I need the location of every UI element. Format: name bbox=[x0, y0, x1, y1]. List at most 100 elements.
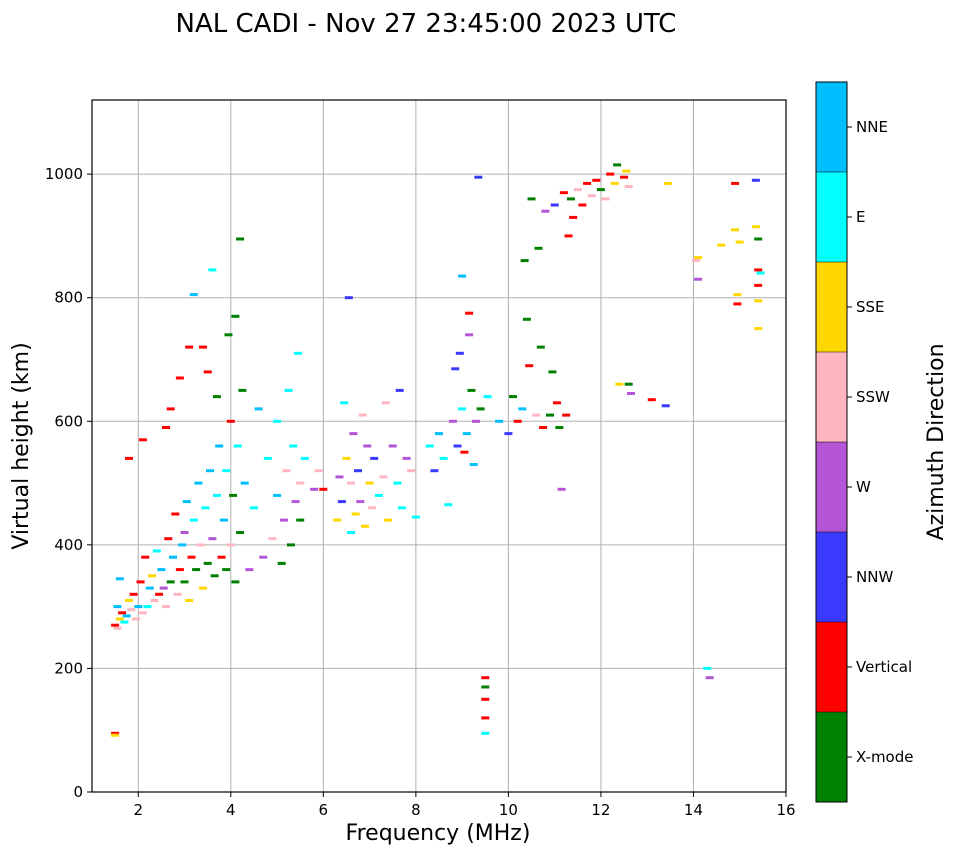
data-point bbox=[134, 605, 143, 609]
data-point bbox=[395, 388, 404, 392]
colorbar-tick-label: NNE bbox=[856, 118, 888, 136]
x-axis-label: Frequency (MHz) bbox=[346, 821, 531, 846]
data-point bbox=[143, 605, 152, 609]
data-point bbox=[587, 194, 596, 198]
colorbar: X-mode Vertical NNW W SSW SSE E NNE bbox=[815, 81, 913, 803]
data-point bbox=[233, 444, 242, 448]
data-point bbox=[557, 487, 566, 491]
data-point bbox=[314, 469, 323, 473]
data-point bbox=[196, 543, 205, 547]
data-point bbox=[351, 512, 360, 516]
data-point bbox=[754, 327, 763, 331]
data-point bbox=[115, 617, 124, 621]
data-point bbox=[541, 209, 550, 213]
data-point bbox=[731, 228, 740, 232]
colorbar-segment bbox=[816, 712, 847, 802]
data-point bbox=[166, 580, 175, 584]
data-point bbox=[182, 500, 191, 504]
data-point bbox=[111, 731, 120, 735]
data-point bbox=[481, 731, 490, 735]
data-point bbox=[129, 592, 138, 596]
data-point bbox=[573, 188, 582, 192]
colorbar-segment bbox=[816, 622, 847, 712]
x-tick-label: 4 bbox=[226, 801, 236, 819]
data-point bbox=[132, 617, 140, 621]
data-point bbox=[226, 419, 235, 423]
data-point bbox=[425, 444, 434, 448]
x-tick-label: 10 bbox=[499, 801, 518, 819]
data-point bbox=[277, 561, 286, 565]
data-point bbox=[562, 413, 571, 417]
data-point bbox=[282, 469, 291, 473]
data-point bbox=[566, 197, 575, 201]
colorbar-segment bbox=[816, 442, 847, 532]
data-point bbox=[553, 401, 561, 405]
data-point bbox=[407, 469, 416, 473]
data-point bbox=[735, 240, 744, 244]
data-point bbox=[231, 580, 240, 584]
data-point bbox=[550, 203, 559, 207]
data-point bbox=[113, 605, 122, 609]
data-point bbox=[349, 432, 358, 436]
data-point bbox=[733, 293, 742, 297]
data-point bbox=[379, 475, 388, 479]
data-point bbox=[469, 463, 478, 466]
data-point bbox=[754, 237, 763, 241]
data-point bbox=[509, 395, 517, 399]
data-point bbox=[548, 370, 557, 374]
data-point bbox=[592, 178, 601, 182]
data-point bbox=[284, 388, 293, 392]
data-point bbox=[532, 413, 541, 417]
data-point bbox=[398, 506, 406, 510]
data-point bbox=[224, 333, 233, 337]
data-point bbox=[361, 524, 369, 528]
data-point bbox=[273, 419, 282, 423]
data-point bbox=[481, 716, 490, 720]
data-point bbox=[293, 351, 302, 355]
data-point bbox=[208, 268, 217, 272]
data-point bbox=[206, 469, 214, 473]
data-point bbox=[539, 426, 548, 429]
colorbar-tick-label: W bbox=[856, 478, 871, 496]
colorbar-frame bbox=[815, 81, 848, 803]
y-tick-label: 0 bbox=[73, 783, 83, 801]
colorbar-segment bbox=[816, 82, 847, 172]
data-point bbox=[344, 296, 353, 300]
data-point bbox=[520, 259, 529, 263]
data-point bbox=[263, 456, 272, 460]
data-point bbox=[342, 456, 351, 460]
data-point bbox=[564, 234, 573, 238]
colorbar-tick-label: SSW bbox=[856, 388, 890, 406]
data-point bbox=[754, 283, 763, 287]
data-point bbox=[222, 568, 231, 572]
data-point bbox=[189, 293, 198, 297]
data-point bbox=[169, 555, 177, 559]
data-point bbox=[347, 531, 356, 534]
data-point bbox=[356, 500, 365, 504]
data-point bbox=[569, 215, 578, 219]
data-point bbox=[111, 623, 120, 627]
data-point bbox=[615, 382, 624, 386]
data-point bbox=[333, 518, 342, 522]
data-point bbox=[583, 181, 592, 185]
data-point bbox=[180, 580, 189, 584]
data-point bbox=[546, 413, 554, 417]
x-tick-label: 12 bbox=[591, 801, 610, 819]
data-point bbox=[534, 246, 543, 250]
data-point bbox=[647, 398, 656, 402]
data-point bbox=[310, 487, 319, 491]
data-point bbox=[245, 568, 254, 572]
data-point bbox=[347, 481, 356, 485]
data-point bbox=[555, 426, 564, 429]
data-point bbox=[236, 237, 245, 241]
data-point bbox=[185, 345, 194, 349]
data-point bbox=[113, 626, 122, 630]
data-point bbox=[705, 676, 714, 680]
data-point bbox=[703, 666, 712, 670]
data-point bbox=[358, 413, 367, 417]
data-point bbox=[365, 481, 374, 485]
data-point bbox=[691, 259, 700, 263]
data-point bbox=[624, 382, 633, 386]
data-point bbox=[125, 456, 133, 460]
data-point bbox=[754, 268, 763, 272]
